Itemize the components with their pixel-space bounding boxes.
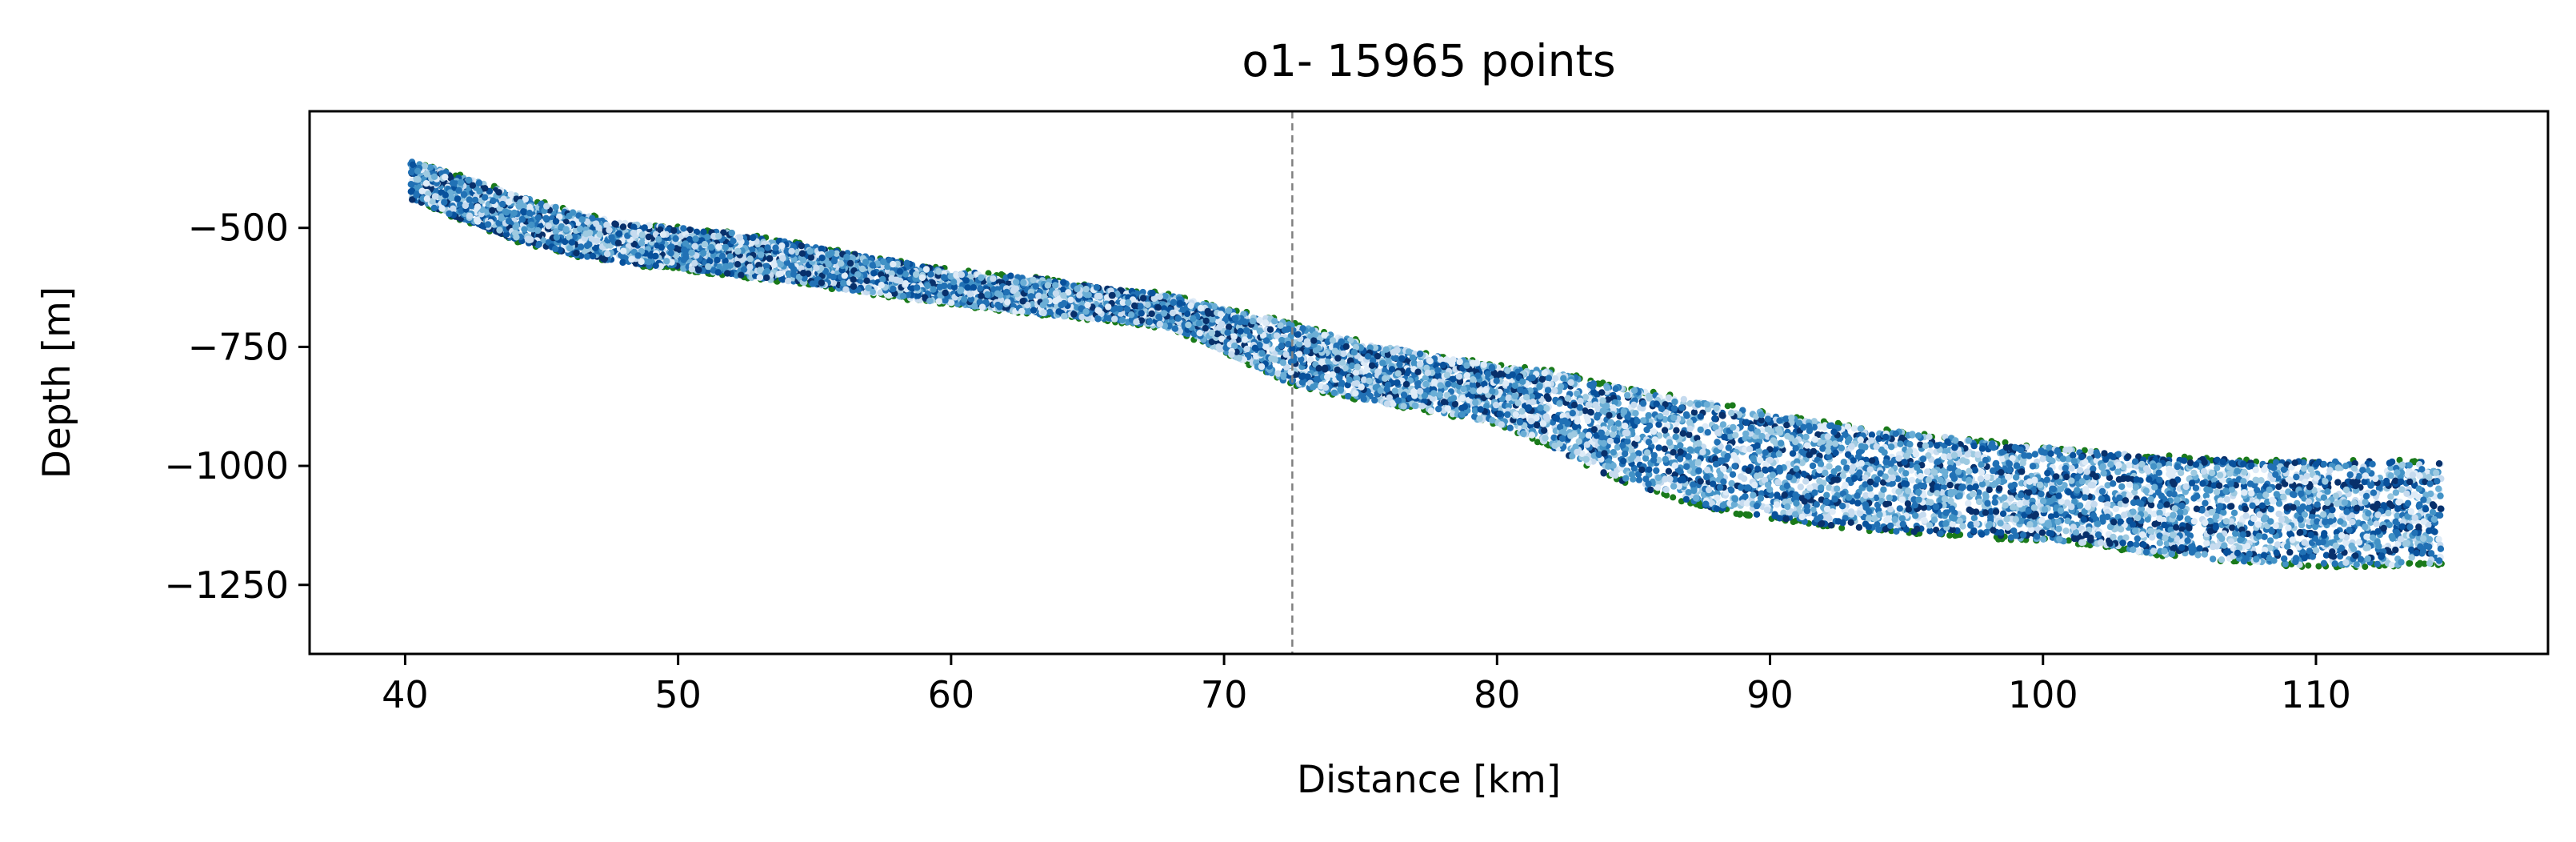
boundary-point [2253, 458, 2260, 465]
scatter-point [2119, 475, 2127, 483]
scatter-point [2394, 512, 2401, 519]
scatter-point [1844, 423, 1852, 431]
scatter-point [2062, 527, 2070, 535]
scatter-point [1919, 511, 1926, 519]
scatter-point [2218, 556, 2226, 563]
scatter-point [2209, 555, 2217, 563]
scatter-point [2040, 535, 2047, 543]
scatter-point [2112, 505, 2119, 512]
scatter-point [1969, 491, 1977, 498]
scatter-point [1785, 460, 1792, 467]
scatter-point [1850, 425, 1858, 432]
scatter-point [2322, 551, 2330, 559]
scatter-point [1868, 431, 1876, 439]
scatter-point [1965, 499, 1972, 507]
scatter-point [1797, 483, 1804, 491]
boundary-point [1670, 494, 1677, 501]
boundary-point [1733, 510, 1740, 517]
scatter-point [1661, 445, 1669, 452]
scatter-point [1908, 467, 1915, 474]
boundary-point [2065, 537, 2072, 544]
scatter-point [1908, 476, 1916, 484]
scatter-point [1307, 356, 1314, 363]
scatter-point [1855, 523, 1863, 531]
scatter-point [2320, 559, 2328, 567]
scatter-point [1713, 447, 1720, 455]
scatter-point [1886, 494, 1893, 502]
boundary-point [985, 270, 992, 277]
scatter-point [2068, 464, 2075, 472]
scatter-point [2229, 524, 2236, 531]
scatter-point [2429, 508, 2437, 516]
scatter-point [1937, 530, 1944, 537]
scatter-point [1728, 479, 1735, 487]
scatter-point [1670, 449, 1677, 456]
scatter-point [1753, 511, 1761, 518]
chart-title: o1- 15965 points [1242, 35, 1615, 86]
boundary-point [1724, 403, 1731, 410]
boundary-point [2406, 560, 2413, 567]
scatter-point [2266, 537, 2274, 544]
boundary-point [2362, 563, 2369, 571]
scatter-point [1665, 394, 1673, 401]
scatter-point [1902, 470, 1910, 477]
scatter-point [1662, 486, 1670, 494]
scatter-point [1802, 478, 1810, 485]
boundary-point [2411, 458, 2418, 465]
scatter-point [1647, 486, 1654, 494]
scatter-point [1774, 479, 1782, 486]
boundary-point [1745, 511, 1752, 518]
scatter-point [2437, 545, 2445, 552]
boundary-point [1946, 531, 1954, 539]
scatter-point [1745, 467, 1752, 475]
scatter-point [1940, 483, 1947, 491]
scatter-point [1810, 418, 1818, 425]
scatter-point [1635, 450, 1642, 457]
boundary-point [1838, 524, 1846, 531]
boundary-point [1790, 519, 1797, 525]
scatter-point [1585, 431, 1593, 439]
boundary-point [2305, 562, 2312, 569]
scatter-point [1966, 506, 1973, 514]
scatter-point [1823, 491, 1830, 499]
scatter-point [2155, 469, 2162, 476]
scatter-point [2082, 494, 2089, 501]
boundary-point [2396, 456, 2403, 463]
scatter-point [2313, 460, 2320, 468]
boundary-point [2081, 447, 2088, 454]
scatter-point [2022, 499, 2030, 507]
scatter-point [1582, 407, 1589, 415]
scatter-point [1826, 463, 1833, 470]
scatter-point [2284, 543, 2291, 550]
scatter-point [2373, 520, 2380, 527]
boundary-point [1729, 402, 1736, 409]
boundary-point [2415, 561, 2422, 568]
scatter-point [1673, 427, 1680, 434]
scatter-point [2435, 535, 2442, 543]
scatter-point [2114, 451, 2122, 458]
scatter-points [407, 158, 2445, 571]
scatter-point [1975, 489, 1982, 496]
boundary-point [2421, 560, 2428, 567]
scatter-point [2182, 483, 2190, 491]
scatter-point [1834, 485, 1841, 492]
boundary-point [2002, 439, 2009, 446]
scatter-point [1650, 428, 1658, 435]
scatter-point [1826, 484, 1833, 491]
boundary-point [2315, 563, 2322, 570]
scatter-point [1873, 494, 1880, 502]
scatter-point [1970, 515, 1978, 522]
scatter-point [2202, 492, 2210, 499]
scatter-point [2156, 539, 2163, 547]
boundary-point [1697, 502, 1703, 509]
scatter-point [1704, 429, 1711, 436]
